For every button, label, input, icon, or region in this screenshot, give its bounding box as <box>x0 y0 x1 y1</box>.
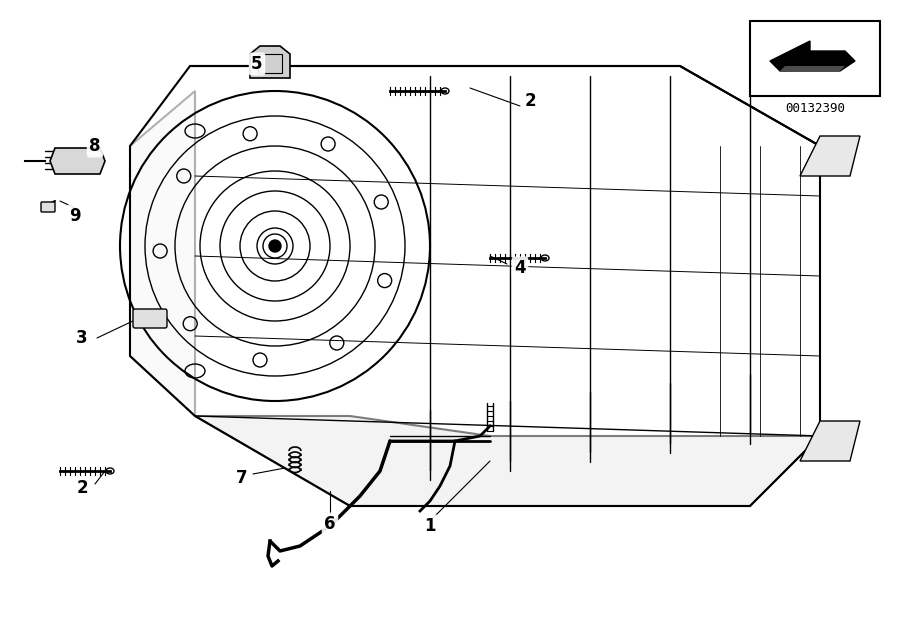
FancyBboxPatch shape <box>41 202 55 212</box>
Text: 9: 9 <box>69 207 81 225</box>
Text: 00132390: 00132390 <box>785 102 845 114</box>
Polygon shape <box>130 91 195 416</box>
Ellipse shape <box>441 88 449 94</box>
Polygon shape <box>800 136 860 176</box>
FancyBboxPatch shape <box>133 309 167 328</box>
Text: 2: 2 <box>524 92 536 110</box>
Polygon shape <box>195 416 820 506</box>
Text: 2: 2 <box>76 479 88 497</box>
Text: 7: 7 <box>236 469 248 487</box>
Text: 8: 8 <box>89 137 101 155</box>
Polygon shape <box>780 66 845 71</box>
Ellipse shape <box>106 468 114 474</box>
Circle shape <box>263 234 287 258</box>
Text: 1: 1 <box>424 517 436 535</box>
Text: 5: 5 <box>251 55 263 73</box>
Polygon shape <box>250 46 290 78</box>
Bar <box>750 21 880 96</box>
Ellipse shape <box>541 255 549 261</box>
Text: 4: 4 <box>514 259 526 277</box>
Text: 6: 6 <box>324 515 336 533</box>
Polygon shape <box>50 148 105 174</box>
Polygon shape <box>770 41 855 71</box>
Polygon shape <box>800 421 860 461</box>
Circle shape <box>269 240 281 252</box>
Text: 3: 3 <box>76 329 88 347</box>
